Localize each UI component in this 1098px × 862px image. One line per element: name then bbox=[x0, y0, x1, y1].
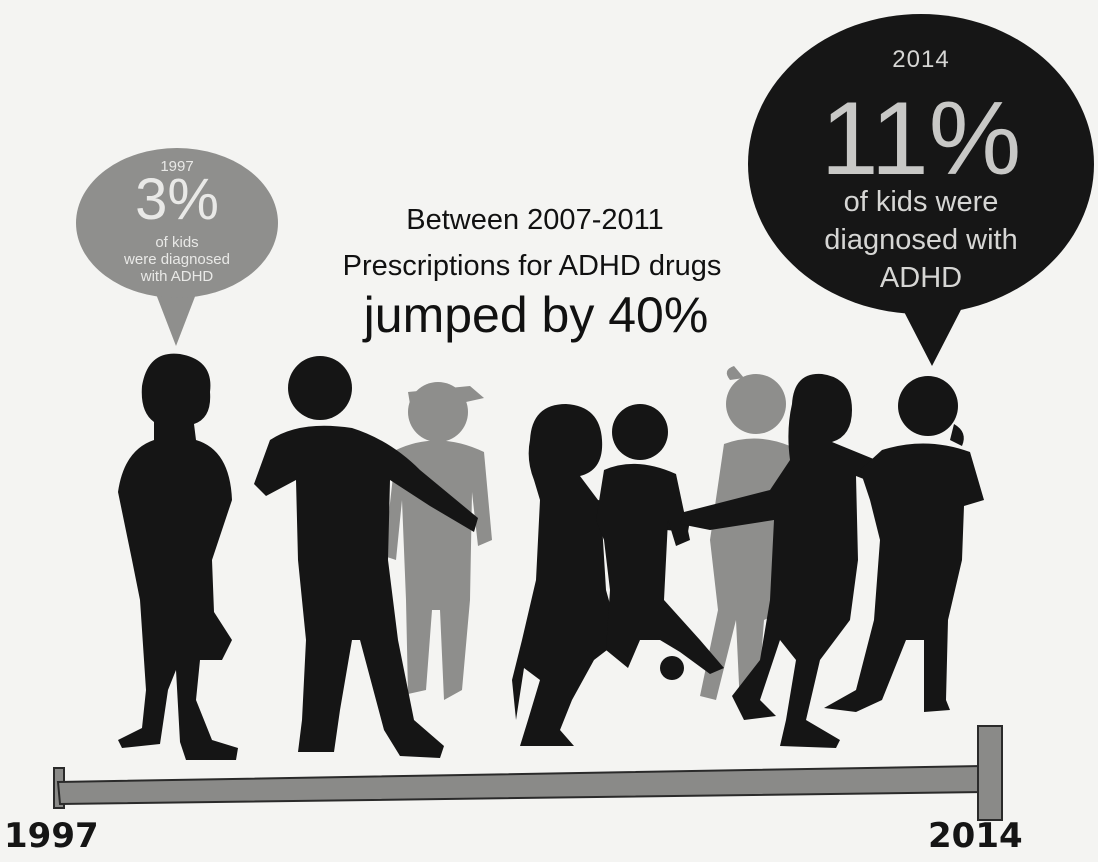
timeline-bar-icon bbox=[53, 725, 1003, 821]
bubble-percent: 3% bbox=[135, 167, 219, 232]
child-silhouette-reaching-icon bbox=[254, 356, 478, 758]
child-silhouette-running-icon bbox=[512, 404, 690, 746]
child-silhouette-cap-icon bbox=[384, 382, 492, 700]
headline-period: Between 2007-2011 bbox=[406, 204, 664, 236]
bubble-text-line-1: of kids were bbox=[843, 186, 999, 218]
bubble-percent: 11% bbox=[820, 81, 1022, 197]
bubble-text-line-2: diagnosed with bbox=[824, 224, 1018, 256]
child-silhouette-walking-icon bbox=[596, 404, 724, 680]
bubble-year: 2014 bbox=[892, 46, 950, 73]
speech-bubble-1997: 1997 3% of kids were diagnosed with ADHD bbox=[76, 148, 278, 298]
bubble-text-line-1: of kids bbox=[155, 234, 199, 251]
bubble-text-line-2: were diagnosed bbox=[124, 251, 230, 268]
bubble-year: 1997 bbox=[160, 158, 194, 175]
speech-bubble-tail-1997 bbox=[156, 294, 196, 346]
child-silhouette-standing-icon bbox=[118, 353, 238, 760]
bubble-text-line-3: with ADHD bbox=[140, 268, 214, 285]
headline-subject: Prescriptions for ADHD drugs bbox=[342, 250, 722, 282]
child-silhouette-pigtail-icon bbox=[824, 376, 984, 712]
headline-stat: jumped by 40% bbox=[363, 287, 709, 343]
timeline-end-label: 2014 bbox=[928, 816, 1023, 856]
child-silhouette-dancing-icon bbox=[680, 373, 900, 748]
speech-bubble-2014: 2014 11% of kids were diagnosed with ADH… bbox=[748, 14, 1094, 314]
timeline-start-label: 1997 bbox=[4, 816, 99, 856]
bubble-text-line-3: ADHD bbox=[879, 262, 963, 294]
